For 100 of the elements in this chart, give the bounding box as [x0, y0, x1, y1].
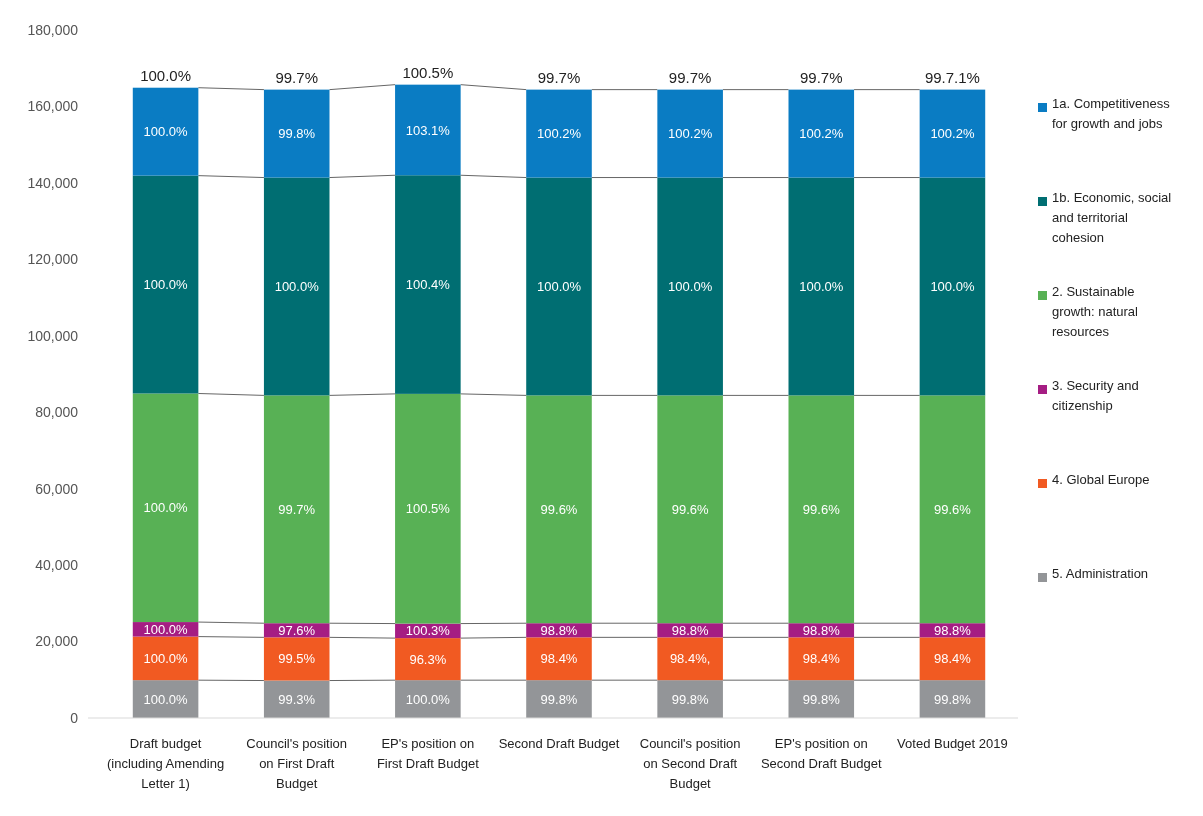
y-tick-label: 160,000 — [27, 98, 79, 115]
bar — [132, 393, 199, 623]
annotation: 99.3% — [278, 691, 316, 707]
x-tick-label: EP's position on Second Draft Budget — [760, 736, 883, 771]
bar — [919, 177, 986, 396]
annotation: 98.4% — [933, 651, 972, 667]
annotation: 99.8% — [933, 691, 972, 707]
y-tick-label: 40,000 — [35, 557, 79, 574]
annotation: 99.5% — [278, 651, 316, 667]
bar — [132, 87, 199, 176]
annotation: 97.6% — [278, 622, 316, 638]
annotation: 100.0% — [143, 650, 189, 666]
annotation: 99.6% — [933, 501, 972, 517]
annotation: 100.2% — [668, 126, 713, 142]
annotation: 99.7% — [668, 68, 712, 86]
annotation: 99.8% — [540, 691, 578, 707]
y-tick-label: 80,000 — [35, 404, 79, 421]
bar — [526, 395, 592, 624]
annotation: 103.1% — [405, 122, 451, 138]
bar — [788, 177, 855, 396]
annotation: 100.0% — [140, 66, 192, 84]
bar — [526, 89, 592, 178]
annotation: 100.2% — [536, 126, 582, 142]
annotation: 98.8% — [540, 622, 578, 638]
annotation: 100.4% — [405, 277, 451, 293]
x-tick-label: Council's position on First Draft Budget — [246, 736, 348, 791]
bar — [657, 637, 723, 681]
bar — [657, 680, 723, 718]
legend-label: 4. Global Europe — [1052, 472, 1150, 487]
bar — [788, 637, 855, 681]
y-tick-label: 180,000 — [27, 21, 79, 38]
y-tick-label: 120,000 — [27, 251, 79, 268]
legend-label: 3. Security and citizenship — [1052, 378, 1139, 413]
bar — [526, 680, 592, 718]
bar — [263, 637, 330, 681]
bar — [657, 395, 723, 624]
bar — [395, 175, 461, 394]
bar — [263, 177, 330, 396]
x-tick-label: Second Draft Budget — [498, 736, 620, 751]
legend-label: 1b. Economic, social and territorial cohesion — [1052, 190, 1172, 245]
x-tick-label: EP's position on First Draft Budget — [376, 736, 480, 771]
y-tick-label: 60,000 — [35, 480, 79, 497]
bar — [263, 395, 330, 624]
annotation: 100.0% — [143, 691, 189, 707]
annotation: 100.5% — [402, 63, 454, 81]
annotation: 100.0% — [143, 500, 189, 516]
x-tick-label: Voted Budget 2019 — [897, 736, 1008, 751]
annotation: 99.6% — [802, 501, 841, 517]
annotation: 96.3% — [409, 651, 447, 667]
bar — [657, 177, 723, 396]
bar — [526, 637, 592, 681]
annotation: 100.2% — [799, 126, 844, 142]
annotation: 100.0% — [536, 279, 582, 295]
annotation: 99.8% — [802, 691, 841, 707]
y-tick-label: 20,000 — [35, 633, 79, 650]
annotation: 98.4%, — [669, 651, 711, 667]
bar — [919, 89, 986, 178]
annotation: 99.6% — [540, 501, 578, 517]
annotation: 99.8% — [671, 691, 710, 707]
bar — [395, 393, 461, 624]
y-tick-label: 0 — [70, 709, 79, 726]
bar — [657, 89, 723, 178]
bar — [132, 636, 199, 681]
annotation: 100.0% — [405, 691, 451, 707]
annotation: 100.0% — [799, 279, 844, 295]
bar — [132, 175, 199, 394]
annotation: 100.0% — [668, 279, 713, 295]
annotation: 98.8% — [671, 622, 710, 638]
bar — [919, 395, 986, 624]
x-tick-label: Council's position on Second Draft Budget — [639, 736, 741, 791]
annotation: 99.8% — [278, 126, 316, 142]
annotation: 100.0% — [930, 279, 975, 295]
annotation: 98.4% — [540, 651, 578, 667]
bar — [395, 638, 461, 681]
annotation: 98.4% — [802, 651, 841, 667]
y-tick-label: 140,000 — [27, 174, 79, 191]
annotation: 100.3% — [405, 623, 451, 639]
bar — [395, 84, 461, 176]
annotation: 100.0% — [143, 277, 189, 293]
bar — [788, 395, 855, 624]
bar — [526, 177, 592, 396]
annotation: 100.5% — [405, 501, 451, 517]
annotation: 98.8% — [802, 622, 841, 638]
legend-label: 2. Sustainable growth: natural resources — [1052, 284, 1139, 339]
legend-label: 1a. Competitiveness for growth and jobs — [1052, 96, 1171, 131]
annotation: 99.7% — [275, 68, 318, 86]
bar — [263, 89, 330, 178]
annotation: 99.7.1% — [924, 68, 980, 86]
annotation: 99.6% — [671, 501, 710, 517]
bar — [788, 89, 855, 178]
annotation: 100.2% — [930, 126, 975, 142]
annotation: 98.8% — [933, 622, 972, 638]
annotation: 100.0% — [143, 621, 189, 637]
x-tick-label: Draft budget (including Amending Letter 1) — [107, 736, 225, 791]
y-tick-label: 100,000 — [27, 327, 79, 344]
annotation: 100.0% — [143, 124, 189, 140]
bar — [919, 637, 986, 681]
annotation: 99.7% — [800, 68, 843, 86]
annotation: 99.7% — [537, 68, 581, 86]
annotation: 100.0% — [274, 279, 320, 295]
